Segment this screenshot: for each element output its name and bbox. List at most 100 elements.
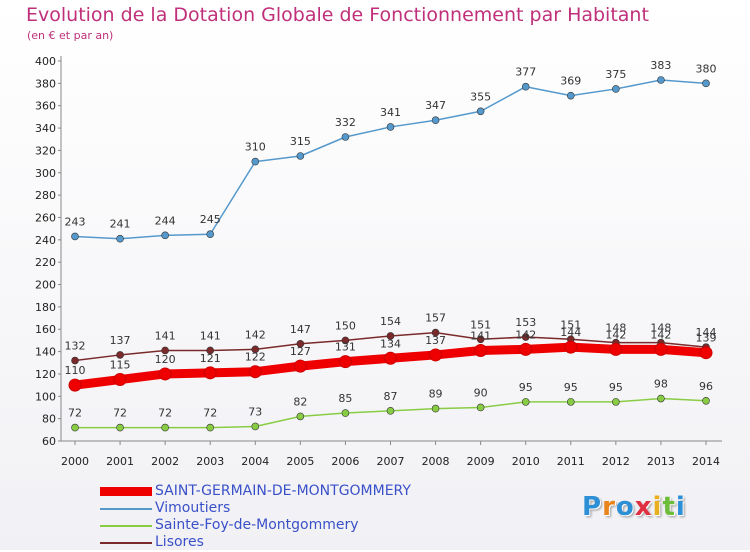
data-point	[654, 342, 668, 356]
data-point	[474, 343, 488, 357]
data-label: 144	[560, 326, 581, 339]
data-label: 154	[380, 315, 401, 328]
chart-title: Evolution de la Dotation Globale de Fonc…	[26, 4, 649, 26]
data-label: 72	[158, 407, 172, 420]
data-label: 150	[335, 319, 356, 332]
data-point	[386, 332, 395, 340]
data-point	[71, 356, 79, 365]
data-label: 142	[605, 328, 626, 341]
data-point	[341, 336, 350, 345]
data-label: 87	[384, 390, 398, 403]
series-3	[71, 328, 710, 365]
data-point	[206, 346, 215, 355]
x-tick-label: 2002	[151, 455, 179, 468]
data-point	[612, 85, 620, 93]
y-tick-label: 60	[42, 435, 56, 448]
x-tick-label: 2009	[467, 455, 495, 468]
x-axis-ticks: 2000 2001 2002 2003 2004 2005 2006 2007 2008 2009…	[61, 441, 720, 468]
data-point	[251, 157, 260, 166]
data-point	[702, 396, 710, 405]
data-point	[338, 355, 352, 369]
data-label: 369	[560, 75, 581, 88]
legend-swatch	[100, 525, 152, 527]
data-point	[386, 407, 395, 415]
data-point	[386, 123, 395, 131]
data-label: 137	[110, 334, 131, 347]
data-point	[296, 339, 305, 348]
data-point	[521, 82, 530, 91]
y-tick-label: 340	[35, 122, 56, 135]
y-tick-label: 300	[35, 167, 56, 180]
x-tick-label: 2014	[692, 455, 720, 468]
data-point	[521, 398, 530, 406]
x-tick-label: 2005	[286, 455, 314, 468]
data-label: 245	[200, 213, 221, 226]
data-label: 148	[650, 322, 671, 335]
legend-swatch	[100, 542, 152, 544]
x-tick-label: 2011	[557, 455, 585, 468]
data-label: 110	[65, 364, 86, 377]
data-point	[431, 404, 440, 413]
data-point	[657, 394, 665, 403]
data-point	[71, 423, 79, 432]
data-label: 377	[515, 66, 536, 79]
data-point	[116, 234, 124, 243]
legend-swatch	[100, 508, 152, 510]
x-tick-label: 2013	[647, 455, 675, 468]
data-label: 73	[248, 405, 262, 418]
data-label: 375	[605, 68, 626, 81]
legend-label: Lisores	[155, 534, 204, 550]
chart-subtitle: (en € et par an)	[27, 29, 114, 42]
data-point	[612, 398, 620, 406]
x-tick-label: 2001	[106, 455, 134, 468]
data-label: 380	[696, 62, 717, 75]
data-label: 89	[429, 388, 443, 401]
series-layer	[68, 76, 713, 432]
data-point	[248, 365, 262, 379]
data-label: 72	[113, 407, 127, 420]
y-tick-label: 320	[35, 144, 56, 157]
data-label: 132	[65, 340, 86, 353]
data-label: 131	[335, 341, 356, 354]
data-label: 127	[290, 345, 311, 358]
data-label: 142	[245, 328, 266, 341]
data-point	[431, 328, 440, 337]
x-tick-label: 2007	[377, 455, 405, 468]
y-tick-label: 80	[42, 413, 56, 426]
data-point	[206, 423, 215, 432]
data-label: 141	[470, 329, 491, 342]
data-point	[71, 232, 79, 241]
y-tick-label: 140	[35, 346, 56, 359]
data-label: 332	[335, 116, 356, 129]
data-label: 141	[200, 329, 221, 342]
y-tick-label: 160	[35, 323, 56, 336]
data-point	[699, 346, 713, 360]
data-point	[341, 409, 350, 417]
x-tick-label: 2004	[241, 455, 269, 468]
data-label: 147	[290, 323, 311, 336]
y-tick-label: 180	[35, 301, 56, 314]
data-label: 121	[200, 352, 221, 365]
data-label: 122	[245, 351, 266, 364]
data-label: 142	[515, 328, 536, 341]
series-2	[71, 394, 710, 432]
data-label: 315	[290, 135, 311, 148]
x-tick-label: 2010	[512, 455, 540, 468]
data-point	[519, 342, 533, 356]
data-label: 139	[696, 332, 717, 345]
data-label: 151	[560, 318, 581, 331]
data-point	[161, 231, 169, 240]
data-point	[116, 351, 124, 359]
data-label: 137	[425, 334, 446, 347]
data-point	[206, 230, 215, 239]
legend-swatch	[100, 487, 152, 496]
data-label: 243	[65, 215, 86, 228]
data-label: 82	[293, 395, 307, 408]
data-point	[431, 116, 440, 125]
data-point	[564, 340, 578, 354]
x-tick-label: 2012	[602, 455, 630, 468]
data-label: 347	[425, 99, 446, 112]
data-point	[161, 346, 169, 355]
data-point	[702, 79, 710, 88]
x-tick-label: 2008	[422, 455, 450, 468]
